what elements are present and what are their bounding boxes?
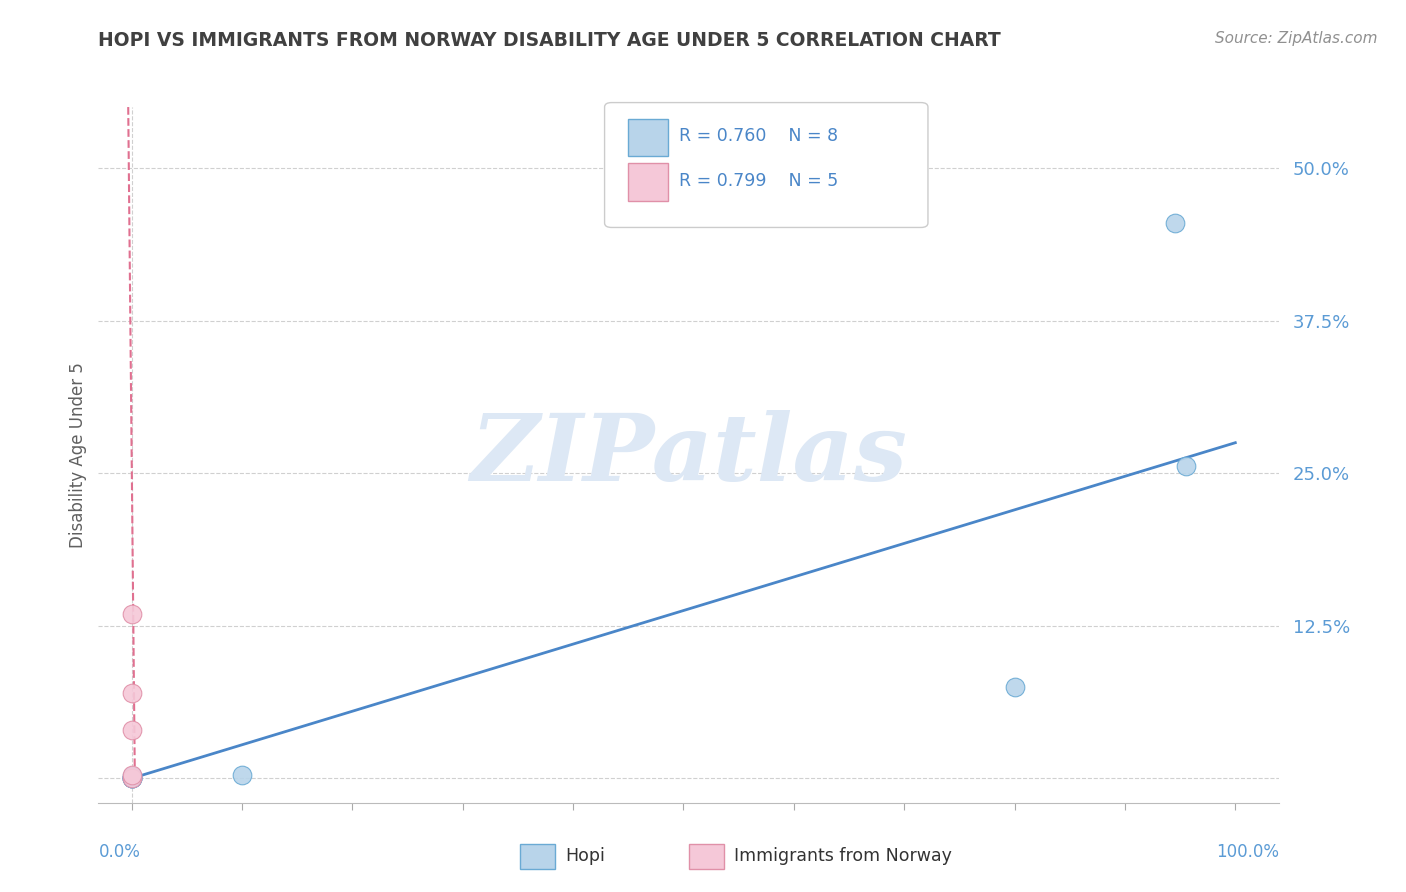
- Y-axis label: Disability Age Under 5: Disability Age Under 5: [69, 362, 87, 548]
- Text: R = 0.760    N = 8: R = 0.760 N = 8: [679, 128, 838, 145]
- Point: [121, 772, 143, 786]
- Point: [121, 769, 143, 783]
- Point: [121, 686, 143, 700]
- Text: R = 0.799    N = 5: R = 0.799 N = 5: [679, 172, 838, 190]
- Point: [121, 772, 143, 786]
- Text: 0.0%: 0.0%: [98, 843, 141, 861]
- Point: [121, 607, 143, 621]
- Text: Immigrants from Norway: Immigrants from Norway: [734, 847, 952, 865]
- Text: ZIPatlas: ZIPatlas: [471, 410, 907, 500]
- Point: [231, 768, 253, 782]
- Point: [121, 723, 143, 737]
- Text: HOPI VS IMMIGRANTS FROM NORWAY DISABILITY AGE UNDER 5 CORRELATION CHART: HOPI VS IMMIGRANTS FROM NORWAY DISABILIT…: [98, 31, 1001, 50]
- Text: Hopi: Hopi: [565, 847, 605, 865]
- Text: 100.0%: 100.0%: [1216, 843, 1279, 861]
- Point: [121, 768, 143, 782]
- Point: [121, 772, 143, 786]
- Point: [1004, 680, 1026, 694]
- Point: [1174, 458, 1197, 473]
- Text: Source: ZipAtlas.com: Source: ZipAtlas.com: [1215, 31, 1378, 46]
- Point: [121, 772, 143, 786]
- Point: [121, 772, 143, 786]
- Point: [1163, 216, 1185, 230]
